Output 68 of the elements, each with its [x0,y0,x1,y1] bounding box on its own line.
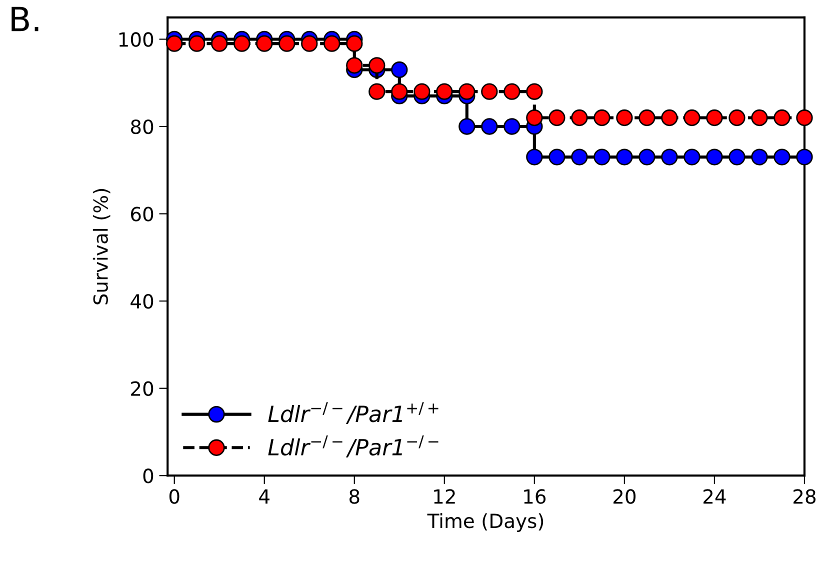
point [548,148,566,166]
point [436,83,453,100]
point [751,109,768,126]
x-tick-label: 24 [704,489,726,504]
point [774,148,790,166]
legend-label: Ldlr$^{−/−}$/Par1$^{+/+}$ [268,402,438,424]
point [481,83,498,100]
point [594,109,610,126]
y-axis-title: Survival (%) [92,189,110,304]
y-tick-label: 20 [131,381,154,396]
point [346,35,363,52]
point [661,109,678,126]
point [616,148,633,166]
point [391,61,408,78]
point [526,83,543,100]
point [571,109,588,126]
point [346,57,363,74]
point [548,109,566,126]
y-tick-label: 60 [131,206,154,222]
point [504,118,520,135]
point [234,35,250,52]
y-tick-label: 100 [119,32,154,47]
point [706,109,723,126]
point [391,83,408,100]
point [684,148,700,166]
x-tick-label: 16 [524,489,546,504]
legend-label: Ldlr$^{−/−}$/Par1$^{−/−}$ [268,435,438,458]
y-tick-label: 80 [130,119,154,134]
x-tick-label: 8 [350,489,360,504]
point [324,35,340,52]
point [774,109,790,126]
point [256,35,273,52]
x-tick-label: 0 [169,489,180,504]
point [278,35,296,52]
point [661,148,678,166]
point [638,109,656,126]
point [526,148,543,166]
text: B. [12,6,38,32]
point [458,83,476,100]
point [458,118,476,135]
point [211,35,228,52]
point [796,148,813,166]
point [368,57,386,74]
point [504,83,520,100]
point [684,109,700,126]
y-tick-label: 40 [130,294,154,309]
x-tick-label: 4 [259,489,270,504]
point [571,148,588,166]
point [706,148,723,166]
x-axis-title: Time (Days) [427,513,544,532]
point [638,148,656,166]
point [166,35,183,52]
point [728,109,746,126]
point [481,118,498,135]
x-tick-label: 20 [613,489,636,504]
point [594,148,610,166]
y-tick-label: 0 [143,468,154,484]
point [728,148,746,166]
point [751,148,768,166]
point [301,35,318,52]
x-tick-label: 28 [794,489,816,504]
x-tick-label: 12 [434,489,455,504]
point [526,109,543,126]
point [188,35,206,52]
point [414,83,430,100]
point [368,83,386,100]
point [796,109,813,126]
point [616,109,633,126]
